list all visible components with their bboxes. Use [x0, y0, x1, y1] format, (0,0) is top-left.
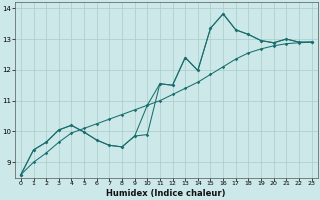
X-axis label: Humidex (Indice chaleur): Humidex (Indice chaleur): [107, 189, 226, 198]
